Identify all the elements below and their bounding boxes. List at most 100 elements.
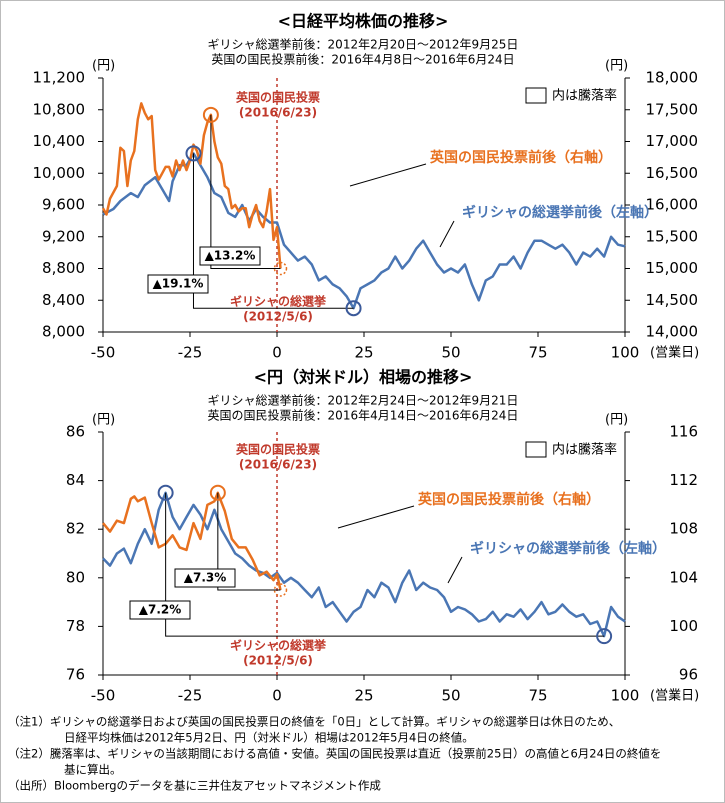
y-tick-label: 82 [66,520,85,538]
x-tick-label: 50 [441,344,460,362]
note: 日経平均株価は2012年5月2日、円（対米ドル）相場は2012年5月4日の終値。 [64,731,474,745]
bracket [210,114,281,269]
note: （注2）騰落率は、ギリシャの当該期間における高値・安値。英国の国民投票は直近（投… [8,747,661,761]
y2-tick-label: 108 [669,520,698,538]
highlight-circle [345,300,362,317]
annotation: ギリシャの総選挙 [230,294,327,309]
y-tick-label: 11,200 [33,69,86,87]
annotation: (2012/5/6) [243,654,313,668]
annotation-box [147,274,209,294]
highlight-circle [157,484,174,501]
y-tick-label: 80 [66,568,85,586]
connector [439,220,455,248]
series-label: ギリシャの総選挙前後（左軸） [462,204,658,221]
legend-box [525,87,547,104]
highlight-circle [273,261,288,276]
annotation: ▲7.2% [139,603,182,617]
y-tick-label: 8,400 [42,291,85,309]
x-tick-label: 25 [354,687,373,705]
y-tick-label: 10,000 [33,164,86,182]
note: （注1）ギリシャの総選挙日および英国の国民投票日の終値を「0日」として計算。ギリ… [8,715,620,729]
y-axis-label: (円) [92,413,115,428]
x-tick-label: 100 [611,687,640,705]
x-tick-label: -25 [178,344,203,362]
series-line [102,491,626,638]
annotation: ▲19.1% [153,277,204,291]
y2-axis-label: (円) [605,413,628,428]
x-tick-label: -50 [91,344,116,362]
highlight-circle [185,145,202,162]
chart-title: <日経平均株価の推移> [278,12,449,31]
x-axis-label: (営業日) [650,345,699,361]
annotation: 英国の国民投票 [236,90,320,105]
connector [337,505,415,529]
x-tick-label: 100 [611,344,640,362]
subtitle: 英国の国民投票前後：2016年4月14日～2016年6月24日 [208,408,519,423]
x-tick-label: 75 [528,344,547,362]
y2-axis-label: (円) [605,59,628,74]
legend-note: 内は騰落率 [552,442,617,458]
x-tick-label: 25 [354,344,373,362]
y2-tick-label: 116 [669,423,698,441]
x-tick-label: -50 [91,687,116,705]
annotation: (2012/5/6) [243,310,313,324]
y2-tick-label: 16,000 [646,196,699,214]
y-tick-label: 9,600 [42,196,85,214]
bracket [165,492,605,637]
y2-tick-label: 15,000 [646,259,699,277]
legend-box [525,441,547,458]
x-tick-label: 0 [272,344,282,362]
y-tick-label: 10,400 [33,132,86,150]
x-tick-label: -25 [178,687,203,705]
series-line [101,102,282,269]
y2-tick-label: 112 [669,471,698,489]
subtitle: ギリシャ総選挙前後：2012年2月20日～2012年9月25日 [208,37,519,52]
y-tick-label: 9,200 [42,227,85,245]
y2-tick-label: 96 [679,666,698,684]
chart-title: <円（対米ドル）相場の推移> [254,368,473,387]
subtitle: ギリシャ総選挙前後：2012年2月24日～2012年9月21日 [208,393,519,408]
series-label: 英国の国民投票前後（右軸） [429,149,612,166]
y2-tick-label: 100 [669,617,698,635]
subtitle: 英国の国民投票前後：2016年4月8日～2016年6月24日 [211,52,514,67]
y2-tick-label: 15,500 [646,227,699,245]
annotation: ギリシャの総選挙 [230,638,327,653]
legend-note: 内は騰落率 [552,88,617,104]
y-tick-label: 76 [66,666,85,684]
x-axis-label: (営業日) [650,688,699,704]
bracket [192,153,354,309]
connector [447,556,463,584]
annotation-box [129,600,191,620]
annotation: ▲7.3% [184,571,227,585]
series-line [102,491,282,591]
y2-tick-label: 17,500 [646,100,699,118]
annotation-box [199,246,261,266]
y2-tick-label: 104 [669,568,698,586]
annotation: ▲13.2% [205,249,256,263]
x-tick-label: 75 [528,687,547,705]
y-tick-label: 10,800 [33,100,86,118]
annotation-box [174,568,236,588]
highlight-circle [209,484,226,501]
y-tick-label: 84 [66,471,85,489]
bracket [217,492,281,591]
y-tick-label: 86 [66,423,85,441]
y2-tick-label: 16,500 [646,164,699,182]
y2-tick-label: 14,000 [646,323,699,341]
x-tick-label: 0 [272,687,282,705]
note: （出所）Bloombergのデータを基に三井住友アセットマネジメント作成 [8,779,381,793]
y-tick-label: 8,000 [42,323,85,341]
y-tick-label: 78 [66,617,85,635]
annotation: (2016/6/23) [239,458,317,472]
connector [349,163,427,187]
highlight-circle [273,583,288,597]
series-label: ギリシャの総選挙前後（左軸） [470,540,666,557]
y2-tick-label: 18,000 [646,69,699,87]
annotation: (2016/6/23) [239,106,317,120]
y2-tick-label: 17,000 [646,132,699,150]
y-axis-label: (円) [92,59,115,74]
x-tick-label: 50 [441,687,460,705]
y2-tick-label: 14,500 [646,291,699,309]
